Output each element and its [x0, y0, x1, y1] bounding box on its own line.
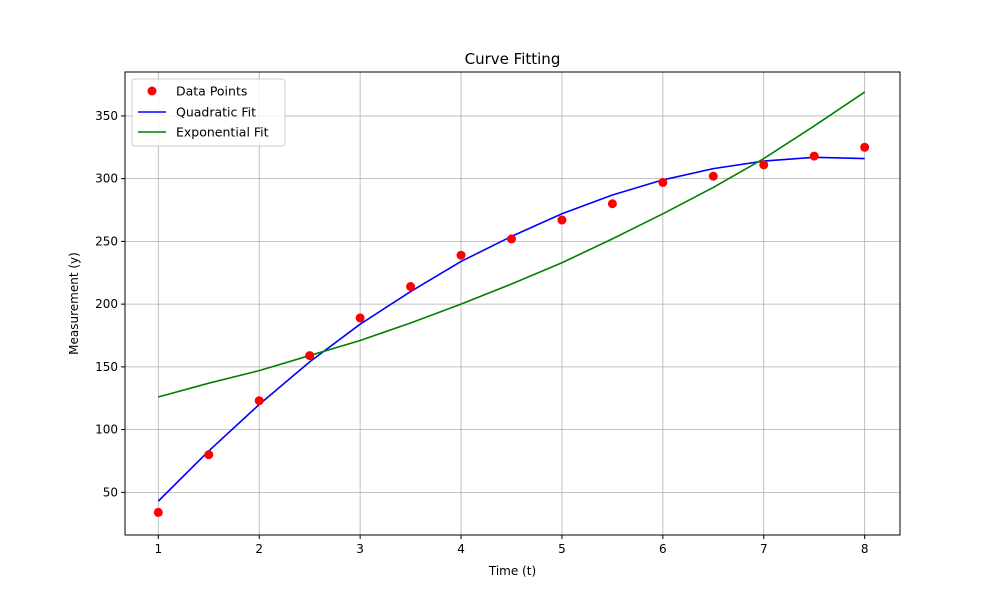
x-tick-label: 1	[154, 542, 162, 556]
legend: Data Points Quadratic Fit Exponential Fi…	[131, 78, 286, 147]
plot-content	[153, 91, 870, 517]
data-point	[355, 313, 365, 323]
x-axis-label: Time (t)	[488, 564, 536, 578]
x-tick-label: 8	[861, 542, 869, 556]
y-tick-label: 250	[95, 234, 118, 248]
data-point	[809, 151, 819, 161]
x-tick-label: 3	[356, 542, 364, 556]
y-axis-label: Measurement (y)	[67, 252, 81, 355]
y-tick-label: 200	[95, 297, 118, 311]
data-point	[658, 177, 668, 187]
data-point	[506, 234, 516, 244]
plot-area	[125, 72, 900, 535]
x-tick-label: 7	[760, 542, 768, 556]
data-point	[860, 142, 870, 152]
data-point	[254, 396, 264, 406]
legend-label-exponential-fit: Exponential Fit	[176, 125, 269, 140]
legend-marker-data-points	[147, 86, 157, 96]
x-tick-label: 2	[255, 542, 263, 556]
y-tick-label: 50	[103, 485, 118, 499]
plot-frame	[124, 71, 901, 536]
y-tick-label: 150	[95, 360, 118, 374]
x-tick-label: 4	[457, 542, 465, 556]
legend-label-data-points: Data Points	[176, 84, 247, 99]
data-point	[456, 250, 466, 260]
legend-label-quadratic-fit: Quadratic Fit	[176, 105, 256, 120]
y-tick-label: 100	[95, 423, 118, 437]
x-tick-label: 6	[659, 542, 667, 556]
data-point	[153, 507, 163, 517]
y-tick-label: 350	[95, 109, 118, 123]
x-tick-label: 5	[558, 542, 566, 556]
chart-title: Curve Fitting	[465, 50, 561, 68]
data-point	[406, 282, 416, 292]
series-line-exponential-fit	[158, 91, 866, 398]
data-point	[708, 171, 718, 181]
data-point	[607, 199, 617, 209]
data-point	[204, 450, 214, 460]
axis-ticks: 1 2 3 4 5 6 7 8 50 100 150 200 250 300 350	[95, 109, 868, 556]
data-point	[305, 351, 315, 361]
data-point	[557, 215, 567, 225]
legend-box	[131, 78, 286, 147]
data-point	[759, 160, 769, 170]
y-tick-label: 300	[95, 172, 118, 186]
